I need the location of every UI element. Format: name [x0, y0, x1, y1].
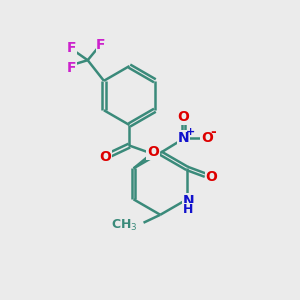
Text: F: F	[96, 38, 106, 52]
Text: O: O	[99, 150, 111, 164]
Text: O: O	[205, 169, 217, 184]
Text: F: F	[67, 41, 76, 55]
Text: CH$_3$: CH$_3$	[111, 218, 138, 232]
Text: N: N	[178, 130, 189, 145]
Text: O: O	[177, 110, 189, 124]
Text: H: H	[183, 203, 194, 216]
Text: -: -	[210, 125, 216, 139]
Text: O: O	[147, 145, 159, 159]
Text: O: O	[201, 130, 213, 145]
Text: F: F	[67, 61, 76, 75]
Text: +: +	[186, 127, 195, 137]
Text: N: N	[183, 194, 194, 208]
